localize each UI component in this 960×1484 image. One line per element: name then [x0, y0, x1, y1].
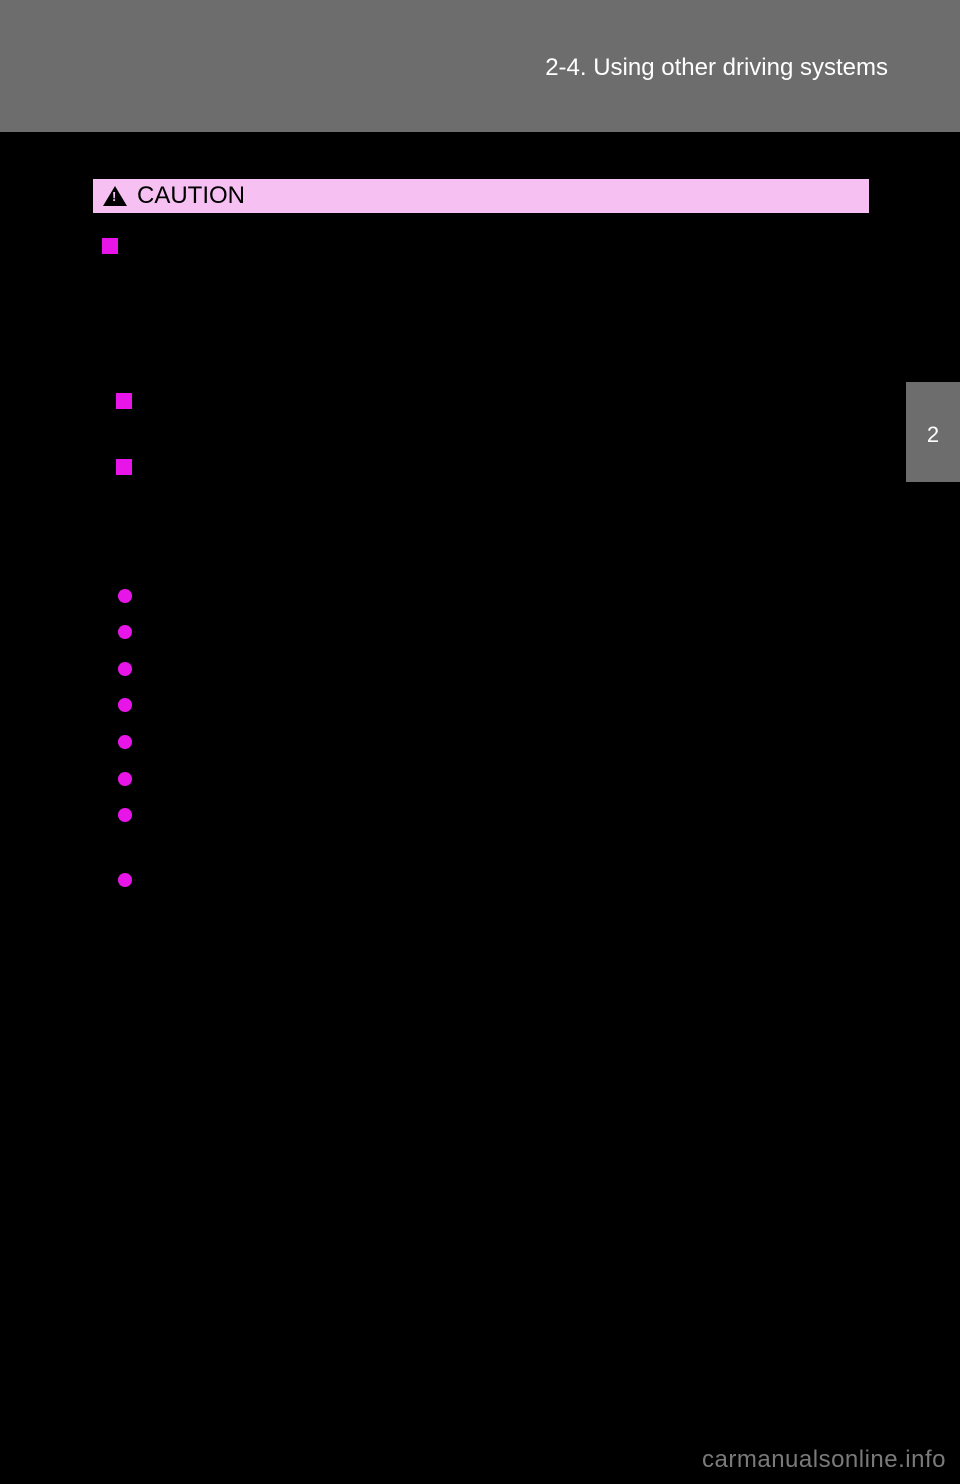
round-bullet: [118, 772, 132, 786]
square-bullet: [116, 393, 132, 409]
warning-triangle-icon: [103, 186, 127, 206]
round-bullet: [118, 589, 132, 603]
caution-header-bar: CAUTION: [92, 178, 870, 214]
round-bullet: [118, 625, 132, 639]
round-bullet: [118, 873, 132, 887]
round-bullet: [118, 698, 132, 712]
square-bullet: [116, 459, 132, 475]
round-bullet: [118, 662, 132, 676]
round-bullet: [118, 735, 132, 749]
watermark-text: carmanualsonline.info: [702, 1446, 946, 1474]
page-root: 2-4. Using other driving systems 2 CAUTI…: [0, 0, 960, 1484]
section-title: 2-4. Using other driving systems: [545, 54, 888, 82]
caution-label: CAUTION: [137, 182, 245, 210]
square-bullet: [102, 238, 118, 254]
chapter-side-tab: 2: [906, 382, 960, 482]
round-bullet: [118, 808, 132, 822]
chapter-number: 2: [906, 422, 960, 448]
